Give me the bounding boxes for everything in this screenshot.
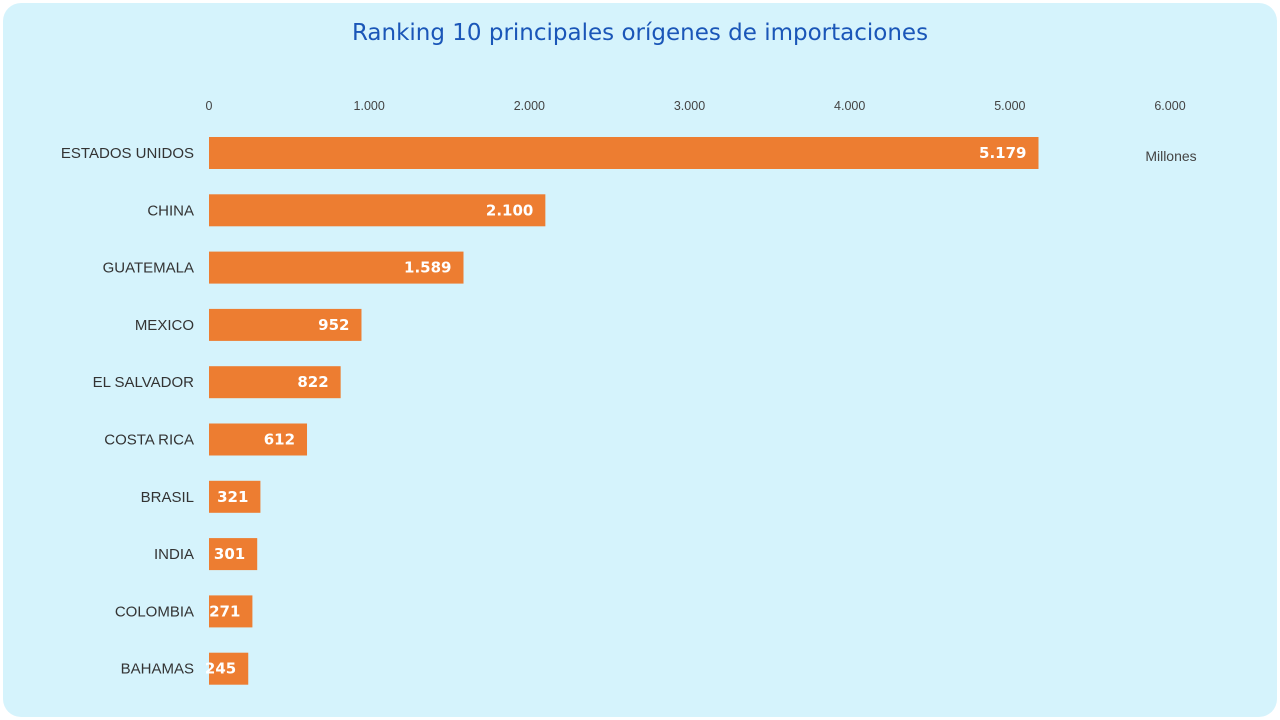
bar <box>209 595 253 628</box>
data-label: 5.179 <box>979 144 1026 162</box>
bar <box>209 538 258 571</box>
x-tick-label: 4.000 <box>834 99 865 113</box>
data-label: 301 <box>214 545 245 563</box>
category-label: CHINA <box>147 202 194 219</box>
data-label: 822 <box>297 373 328 391</box>
bar <box>209 308 362 341</box>
data-label: 271 <box>209 602 240 620</box>
bar <box>209 480 261 513</box>
category-label: EL SALVADOR <box>93 374 195 391</box>
category-label: COLOMBIA <box>115 603 194 620</box>
bar <box>209 652 249 685</box>
bar <box>209 137 1039 169</box>
bar <box>209 194 546 227</box>
category-label: BAHAMAS <box>121 661 194 678</box>
chart-title: Ranking 10 principales orígenes de impor… <box>351 20 929 46</box>
data-label: 321 <box>217 488 248 506</box>
data-label: 2.100 <box>486 201 533 219</box>
bar <box>209 251 464 284</box>
category-label: MEXICO <box>135 317 194 334</box>
category-label: COSTA RICA <box>104 432 194 449</box>
x-tick-label: 6.000 <box>1154 99 1185 113</box>
category-label: GUATEMALA <box>103 260 194 277</box>
x-tick-label: 1.000 <box>354 99 385 113</box>
data-label: 245 <box>205 660 236 678</box>
bar <box>209 423 308 456</box>
category-label: ESTADOS UNIDOS <box>61 145 194 162</box>
x-tick-label: 3.000 <box>674 99 705 113</box>
data-label: 1.589 <box>404 259 451 277</box>
category-label: INDIA <box>154 546 194 563</box>
data-label: 952 <box>318 316 349 334</box>
category-label: BRASIL <box>141 489 194 506</box>
x-tick-label: 0 <box>206 99 213 113</box>
x-tick-label: 2.000 <box>514 99 545 113</box>
x-tick-label: 5.000 <box>994 99 1025 113</box>
bar <box>209 366 341 399</box>
data-label: 612 <box>264 431 295 449</box>
unit-label: Millones <box>1145 148 1196 164</box>
